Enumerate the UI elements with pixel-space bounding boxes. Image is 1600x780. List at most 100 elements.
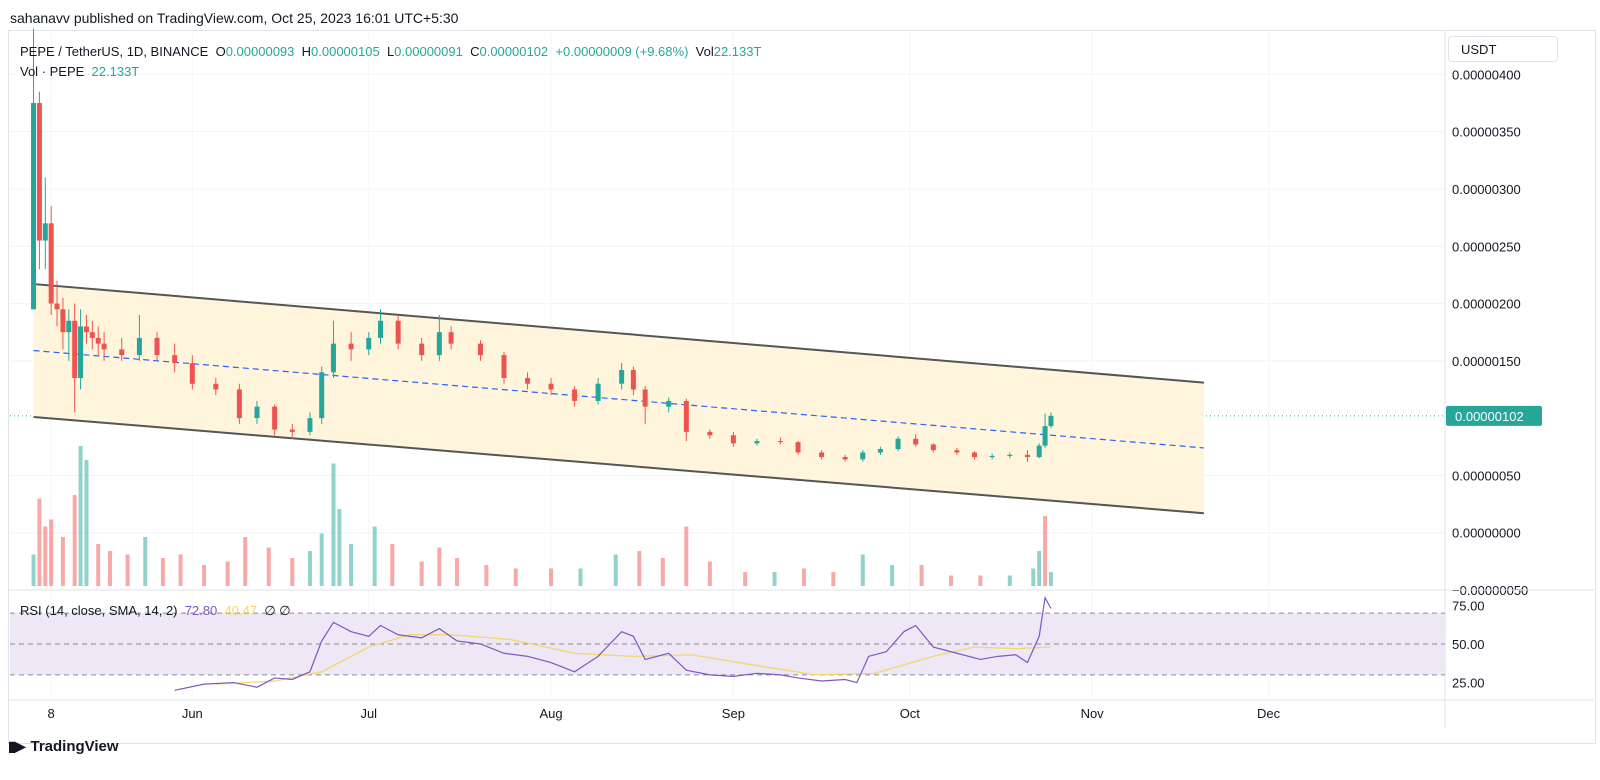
- volume-bar: [43, 526, 48, 586]
- rsi-tick-label: 50.00: [1452, 637, 1485, 652]
- candle-body: [777, 441, 783, 443]
- rsi-sma-line: [215, 634, 1051, 685]
- candle-body: [119, 349, 125, 356]
- price-tick-label: 0.00000050: [1452, 468, 1521, 483]
- volume-bar: [96, 544, 101, 586]
- candle-body: [60, 309, 66, 333]
- volume-bar: [290, 558, 295, 586]
- rsi-label[interactable]: RSI (14, close, SMA, 14, 2): [20, 603, 178, 618]
- candle-body: [795, 442, 801, 453]
- candle-body: [213, 383, 219, 390]
- publish-caption: sahanavv published on TradingView.com, O…: [10, 10, 459, 26]
- candle-body: [378, 320, 384, 338]
- candle-body: [42, 223, 48, 241]
- candle-body: [954, 450, 960, 453]
- candle-body: [307, 418, 313, 432]
- volume-bar: [319, 533, 324, 586]
- candle-body: [330, 343, 336, 373]
- time-tick-label: 8: [48, 706, 55, 721]
- ohlc-legend: PEPE / TetherUS, 1D, BINANCE O0.00000093…: [20, 44, 761, 59]
- candle-body: [36, 103, 42, 241]
- rsi-band: [10, 613, 1445, 675]
- time-tick-label: Sep: [722, 706, 745, 721]
- time-tick-label: Oct: [900, 706, 921, 721]
- candle-body: [436, 332, 442, 356]
- volume-bar: [243, 537, 248, 586]
- currency-selector[interactable]: USDT: [1448, 36, 1558, 62]
- candle-body: [236, 389, 242, 419]
- time-tick-label: Nov: [1081, 706, 1105, 721]
- channel-lower-line: [33, 415, 1204, 515]
- high-label: H: [301, 44, 312, 59]
- rsi-value: 72.80: [184, 603, 218, 618]
- price-tick-label: 0.00000400: [1452, 67, 1521, 82]
- volume-bar: [948, 575, 953, 586]
- candle-body: [419, 343, 425, 356]
- candle-body: [48, 223, 54, 304]
- volume-bar: [919, 565, 924, 586]
- candle-body: [619, 370, 625, 384]
- volume-bar: [860, 554, 865, 586]
- price-tick-label: 0.00000150: [1452, 354, 1521, 369]
- candle-body: [913, 438, 919, 445]
- candle-body: [83, 326, 89, 333]
- volume-bar: [1043, 516, 1048, 586]
- high-value: 0.00000105: [311, 44, 380, 59]
- candle-body: [666, 400, 672, 407]
- low-value: 0.00000091: [394, 44, 463, 59]
- candle-body: [136, 337, 142, 356]
- volume-bar: [349, 544, 354, 586]
- volume-bar: [831, 572, 836, 586]
- tradingview-logo[interactable]: ▮▶ TradingView: [8, 738, 119, 755]
- volume-bar: [143, 537, 148, 586]
- volume-bar: [743, 572, 748, 586]
- candle-body: [572, 389, 578, 401]
- volume-label: Vol: [695, 44, 714, 59]
- candle-body: [501, 355, 507, 379]
- volume-bar: [72, 495, 77, 586]
- volume-bar: [84, 460, 89, 586]
- candle-body: [289, 429, 295, 432]
- volume-bar: [160, 558, 165, 586]
- candle-body: [1042, 426, 1048, 446]
- candle-body: [154, 337, 160, 356]
- volume-bar: [31, 554, 36, 586]
- volume-legend: Vol · PEPE 22.133T: [20, 64, 139, 79]
- candle-body: [89, 332, 95, 338]
- candle-body: [254, 406, 260, 419]
- candle-body: [595, 383, 601, 401]
- last-price-badge: [1446, 405, 1542, 426]
- volume-bar: [107, 551, 112, 586]
- time-tick-label: Jun: [182, 706, 203, 721]
- open-label: O: [215, 44, 226, 59]
- volume-bar: [578, 568, 583, 586]
- volume-bar: [331, 463, 336, 586]
- channel-upper-line: [33, 283, 1204, 384]
- price-tick-label: 0.00000200: [1452, 297, 1521, 312]
- volume-bar: [419, 561, 424, 586]
- candle-body: [272, 406, 278, 430]
- candle-body: [172, 355, 178, 364]
- candle-body: [189, 363, 195, 384]
- volume-bar: [1031, 568, 1036, 586]
- symbol-label[interactable]: PEPE / TetherUS, 1D, BINANCE: [20, 44, 209, 59]
- volume-bar: [1037, 551, 1042, 586]
- volume-bar: [484, 565, 489, 586]
- volume-series-label[interactable]: Vol · PEPE: [20, 64, 85, 79]
- candle-body: [1024, 454, 1030, 458]
- price-tick-label: 0.00000300: [1452, 182, 1521, 197]
- channel-mid-line: [33, 349, 1204, 449]
- volume-bar: [707, 561, 712, 586]
- volume-bar: [307, 551, 312, 586]
- volume-bar: [637, 551, 642, 586]
- volume-bar: [37, 498, 42, 586]
- candle-body: [1048, 415, 1054, 427]
- volume-bar: [1007, 575, 1012, 586]
- price-tick-label: 0.00000250: [1452, 239, 1521, 254]
- volume-bar: [772, 572, 777, 586]
- candle-body: [78, 326, 84, 379]
- tradingview-logo-icon: ▮▶: [8, 738, 26, 754]
- close-value: 0.00000102: [479, 44, 549, 59]
- candle-body: [54, 303, 60, 310]
